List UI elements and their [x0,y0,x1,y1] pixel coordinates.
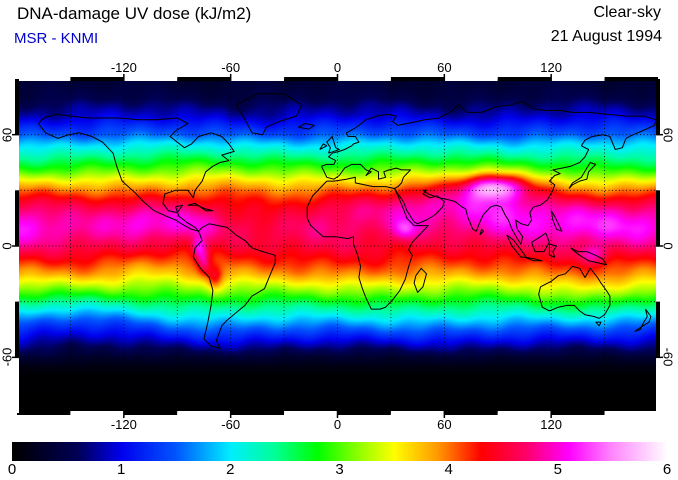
coastline-madagascar [413,267,427,293]
uv-dose-heatmap [17,79,658,413]
lon-tick-label-top: 60 [437,60,452,75]
coastline-ireland [319,143,328,150]
page-title: DNA-damage UV dose (kJ/m2) [17,4,252,23]
colorbar-tick-label: 1 [116,461,126,478]
lat-tick-label-right: 0 [660,242,676,250]
coastline-africa [306,176,429,310]
lon-tick-label-top: 120 [540,60,563,75]
lat-tick-label-left: 60 [0,127,15,142]
lat-tick-label-left: 0 [0,242,15,250]
lon-tick-label-bottom: 120 [540,417,563,432]
coastline-sulawesi [548,243,557,258]
lat-tick-label-right: -60 [660,347,676,367]
date-label: 21 August 1994 [550,28,662,45]
lon-tick-label-bottom: 60 [437,417,452,432]
coastline-eurasia [321,100,657,245]
coastline-java [524,256,543,262]
colorbar-tick-label: 2 [226,461,235,478]
coastline-borneo [531,232,550,253]
coastline-sumatra [506,234,527,258]
coastline-greenland [235,93,303,136]
map-overlay [12,74,663,418]
zebra-map-border [15,77,660,415]
graticule-grid [17,79,658,413]
lon-tick-label-bottom: 0 [333,417,342,432]
lon-tick-label-bottom: -120 [110,417,137,432]
axis-tick-marks [12,74,663,418]
lat-tick-label-right: 60 [660,127,676,142]
coastline-tasmania [595,321,602,327]
coastline-philippines [550,210,563,232]
coastline-new-guinea [570,247,607,266]
colorbar-tick-label: 0 [7,461,17,478]
coastline-japan [568,162,597,189]
coastline-britain [326,136,340,154]
colorbar-tick-label: 4 [444,461,453,478]
lon-tick-label-top: -120 [110,60,137,75]
data-source-label: MSR - KNMI [14,30,99,47]
coastline-cuba-hispaniola [187,202,214,212]
lon-tick-label-top: 0 [333,60,342,75]
lon-tick-label-bottom: -60 [221,417,241,432]
colorbar-tick-label: 6 [662,461,672,478]
coastline-sri-lanka [479,228,484,236]
coastline-australia [538,265,611,319]
colorbar-tick-label: 5 [553,461,562,478]
sky-condition-label: Clear-sky [593,4,661,21]
colorbar [12,442,667,461]
world-map-panel [12,74,663,418]
colorbar-tick-label: 3 [335,461,344,478]
coastline-iceland [298,123,315,130]
coastline-new-zealand [634,308,652,332]
lat-tick-label-left: -60 [0,347,15,367]
coastline-south-america [192,223,276,349]
coastlines [38,93,657,349]
lon-tick-label-top: -60 [221,60,241,75]
coastline-north-america [38,113,235,232]
